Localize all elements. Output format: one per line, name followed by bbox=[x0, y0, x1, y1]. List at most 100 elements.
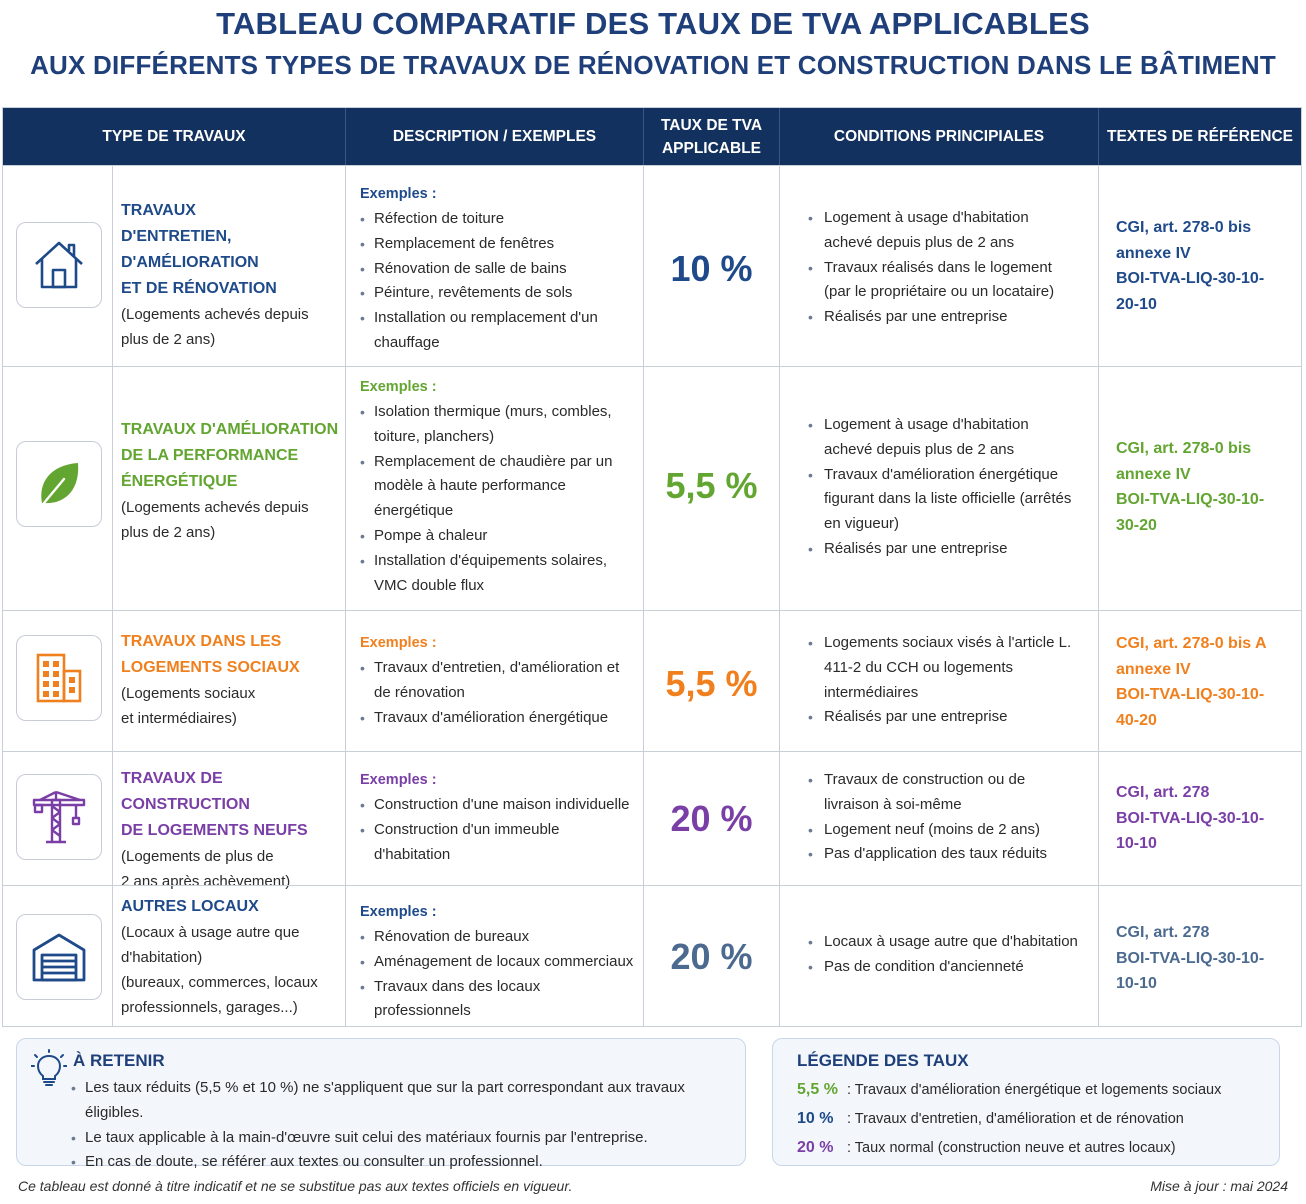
header-description: DESCRIPTION / EXEMPLES bbox=[346, 108, 644, 165]
condition-item: Travaux d'amélioration énergétique figur… bbox=[808, 463, 1080, 537]
example-item: Rénovation de salle de bains bbox=[360, 257, 636, 282]
legend-title: LÉGENDE DES TAUX bbox=[797, 1051, 969, 1070]
condition-item: Logements sociaux visés à l'article L. 4… bbox=[808, 631, 1080, 705]
references-cell: CGI, art. 278 BOI-TVA-LIQ-30-10- 10-10 bbox=[1099, 886, 1301, 1027]
example-item: Remplacement de chaudière par un modèle … bbox=[360, 450, 636, 524]
header-conditions: CONDITIONS PRINCIPIALES bbox=[780, 108, 1099, 165]
references-cell: CGI, art. 278-0 bis annexe IV BOI-TVA-LIQ-… bbox=[1099, 367, 1301, 610]
type-title-line: D'ENTRETIEN, D'AMÉLIORATION bbox=[121, 228, 259, 271]
reference-line: 10-10 bbox=[1116, 975, 1157, 993]
rate-cell: 20 % bbox=[644, 752, 780, 885]
reference-line: BOI-TVA-LIQ-30-10- bbox=[1116, 949, 1265, 967]
icon-cell bbox=[3, 752, 113, 885]
examples-list: Rénovation de bureauxAménagement de loca… bbox=[360, 925, 636, 1024]
condition-item: Locaux à usage autre que d'habitation bbox=[808, 930, 1080, 955]
header-rate: TAUX DE TVA APPLICABLE bbox=[644, 108, 780, 165]
legend-item: 20 % : Taux normal (construction neuve e… bbox=[797, 1139, 1176, 1157]
table-row: AUTRES LOCAUX (Locaux à usage autre que d'… bbox=[3, 885, 1301, 1027]
rate-cell: 5,5 % bbox=[644, 367, 780, 610]
vat-rate: 5,5 % bbox=[665, 465, 758, 506]
references-cell: CGI, art. 278-0 bis annexe IV BOI-TVA-LIQ-… bbox=[1099, 166, 1301, 366]
type-cell: AUTRES LOCAUX (Locaux à usage autre que d'… bbox=[113, 886, 346, 1027]
table-row: TRAVAUX DE CONSTRUCTION DE LOGEMENTS NEUF… bbox=[3, 751, 1301, 890]
vat-rate-table: TYPE DE TRAVAUX DESCRIPTION / EXEMPLES T… bbox=[2, 107, 1302, 1027]
reference-line: CGI, art. 278-0 bis A bbox=[1116, 635, 1267, 652]
conditions-list: Travaux de construction ou de livraison … bbox=[808, 768, 1080, 867]
retenir-title: À RETENIR bbox=[73, 1051, 165, 1070]
condition-item: Réalisés par une entreprise bbox=[808, 705, 1080, 730]
description-cell: Exemples : Rénovation de bureauxAménageme… bbox=[346, 886, 644, 1027]
reference-line: BOI-TVA-LIQ-30-10- bbox=[1116, 809, 1265, 827]
reference-line: CGI, art. 278-0 bis bbox=[1116, 219, 1252, 236]
examples-list: Construction d'une maison individuelleCo… bbox=[360, 793, 636, 867]
condition-item: Logement à usage d'habitation achevé dep… bbox=[808, 413, 1080, 463]
type-cell: TRAVAUX DE CONSTRUCTION DE LOGEMENTS NEUF… bbox=[113, 752, 346, 890]
reference-line: annexe IV bbox=[1116, 244, 1191, 262]
type-title-line: TRAVAUX DE CONSTRUCTION bbox=[121, 770, 250, 813]
leaf-icon bbox=[16, 441, 102, 527]
conditions-cell: Locaux à usage autre que d'habitationPas… bbox=[780, 886, 1099, 1027]
example-item: Construction d'un immeuble d'habitation bbox=[360, 818, 636, 868]
legend-rate: 20 % bbox=[797, 1139, 834, 1156]
example-item: Pompe à chaleur bbox=[360, 524, 636, 549]
legend-rate: 10 % bbox=[797, 1110, 834, 1127]
examples-label: Exemples : bbox=[360, 772, 437, 788]
example-item: Travaux d'amélioration énergétique bbox=[360, 706, 636, 731]
header-type: TYPE DE TRAVAUX bbox=[3, 108, 346, 165]
reference-line: annexe IV bbox=[1116, 660, 1191, 678]
example-item: Travaux d'entretien, d'amélioration et d… bbox=[360, 656, 636, 706]
example-item: Aménagement de locaux commerciaux bbox=[360, 950, 636, 975]
reference-line: BOI-TVA-LIQ-30-10- bbox=[1116, 270, 1265, 288]
legend-text: : Travaux d'amélioration énergétique et … bbox=[847, 1082, 1222, 1098]
conditions-list: Locaux à usage autre que d'habitationPas… bbox=[808, 930, 1080, 980]
example-item: Remplacement de fenêtres bbox=[360, 232, 636, 257]
type-cell: TRAVAUX D'ENTRETIEN, D'AMÉLIORATION ET DE … bbox=[113, 166, 346, 366]
type-title-line: ÉNERGÉTIQUE bbox=[121, 473, 238, 490]
conditions-list: Logement à usage d'habitation achevé dep… bbox=[808, 413, 1080, 562]
references-cell: CGI, art. 278-0 bis A annexe IV BOI-TVA-LI… bbox=[1099, 611, 1301, 751]
example-item: Réfection de toiture bbox=[360, 207, 636, 232]
legend-panel: LÉGENDE DES TAUX 5,5 % : Travaux d'améli… bbox=[772, 1038, 1280, 1166]
type-subtitle-line: plus de 2 ans) bbox=[121, 524, 216, 541]
legend-item: 10 % : Travaux d'entretien, d'améliorati… bbox=[797, 1110, 1184, 1128]
legend-rate: 5,5 % bbox=[797, 1081, 838, 1098]
type-subtitle-line: professionnels, garages...) bbox=[121, 999, 298, 1016]
examples-label: Exemples : bbox=[360, 904, 437, 920]
conditions-cell: Logement à usage d'habitation achevé dep… bbox=[780, 367, 1099, 610]
reference-line: 40-20 bbox=[1116, 711, 1157, 729]
reference-line: BOI-TVA-LIQ-30-10- bbox=[1116, 686, 1265, 704]
type-subtitle-line: (Logements achevés depuis bbox=[121, 306, 309, 323]
conditions-list: Logement à usage d'habitation achevé dep… bbox=[808, 206, 1080, 330]
icon-cell bbox=[3, 611, 113, 751]
icon-cell bbox=[3, 886, 113, 1027]
reference-line: BOI-TVA-LIQ-30-10- bbox=[1116, 491, 1265, 509]
type-title-line: AUTRES LOCAUX bbox=[121, 898, 259, 915]
vat-rate: 5,5 % bbox=[665, 663, 758, 704]
type-subtitle-line: (Logements de plus de bbox=[121, 848, 274, 865]
retenir-list: Les taux réduits (5,5 % et 10 %) ne s'ap… bbox=[71, 1076, 741, 1175]
example-item: Péinture, revêtements de sols bbox=[360, 281, 636, 306]
type-subtitle-line: plus de 2 ans) bbox=[121, 331, 216, 348]
legend-text: : Travaux d'entretien, d'amélioration et… bbox=[847, 1111, 1184, 1127]
header-rate-line2: APPLICABLE bbox=[661, 139, 762, 157]
retenir-item: En cas de doute, se référer aux textes o… bbox=[71, 1150, 741, 1175]
type-title-line: ET DE RÉNOVATION bbox=[121, 280, 277, 297]
condition-item: Travaux de construction ou de livraison … bbox=[808, 768, 1080, 818]
disclaimer: Ce tableau est donné à titre indicatif e… bbox=[18, 1178, 573, 1194]
crane-icon bbox=[16, 774, 102, 860]
legend-item: 5,5 % : Travaux d'amélioration énergétiq… bbox=[797, 1081, 1221, 1099]
condition-item: Réalisés par une entreprise bbox=[808, 537, 1080, 562]
type-subtitle-line: (Locaux à usage autre que bbox=[121, 924, 300, 941]
examples-list: Isolation thermique (murs, combles, toit… bbox=[360, 400, 636, 598]
type-cell: TRAVAUX DANS LES LOGEMENTS SOCIAUX (Logeme… bbox=[113, 611, 346, 751]
condition-item: Pas de condition d'ancienneté bbox=[808, 955, 1080, 980]
example-item: Installation ou remplacement d'un chauff… bbox=[360, 306, 636, 356]
examples-label: Exemples : bbox=[360, 379, 437, 395]
retenir-panel: À RETENIR Les taux réduits (5,5 % et 10 … bbox=[16, 1038, 746, 1175]
type-title-line: TRAVAUX bbox=[121, 202, 196, 219]
retenir-item: Les taux réduits (5,5 % et 10 %) ne s'ap… bbox=[71, 1076, 741, 1126]
header-rate-line1: TAUX DE TVA bbox=[660, 116, 763, 134]
apartment-building-icon bbox=[16, 635, 102, 721]
example-item: Rénovation de bureaux bbox=[360, 925, 636, 950]
conditions-cell: Travaux de construction ou de livraison … bbox=[780, 752, 1099, 885]
